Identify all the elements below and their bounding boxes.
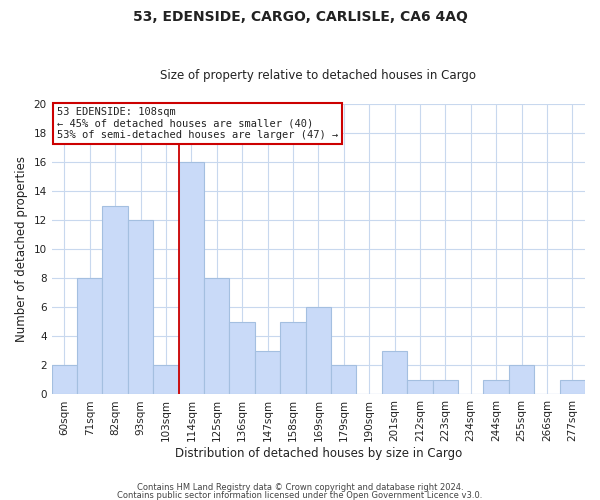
Bar — [433, 380, 458, 394]
Bar — [484, 380, 509, 394]
Bar — [204, 278, 229, 394]
Bar — [52, 366, 77, 394]
Bar — [509, 366, 534, 394]
Bar — [255, 351, 280, 395]
Bar — [407, 380, 433, 394]
Bar — [229, 322, 255, 394]
Bar — [382, 351, 407, 395]
Bar — [280, 322, 305, 394]
Title: Size of property relative to detached houses in Cargo: Size of property relative to detached ho… — [160, 69, 476, 82]
Bar — [128, 220, 153, 394]
Text: Contains public sector information licensed under the Open Government Licence v3: Contains public sector information licen… — [118, 490, 482, 500]
Bar — [331, 366, 356, 394]
Text: 53 EDENSIDE: 108sqm
← 45% of detached houses are smaller (40)
53% of semi-detach: 53 EDENSIDE: 108sqm ← 45% of detached ho… — [57, 107, 338, 140]
X-axis label: Distribution of detached houses by size in Cargo: Distribution of detached houses by size … — [175, 447, 462, 460]
Bar — [103, 206, 128, 394]
Text: 53, EDENSIDE, CARGO, CARLISLE, CA6 4AQ: 53, EDENSIDE, CARGO, CARLISLE, CA6 4AQ — [133, 10, 467, 24]
Y-axis label: Number of detached properties: Number of detached properties — [15, 156, 28, 342]
Bar — [560, 380, 585, 394]
Bar — [305, 308, 331, 394]
Bar — [179, 162, 204, 394]
Text: Contains HM Land Registry data © Crown copyright and database right 2024.: Contains HM Land Registry data © Crown c… — [137, 484, 463, 492]
Bar — [153, 366, 179, 394]
Bar — [77, 278, 103, 394]
